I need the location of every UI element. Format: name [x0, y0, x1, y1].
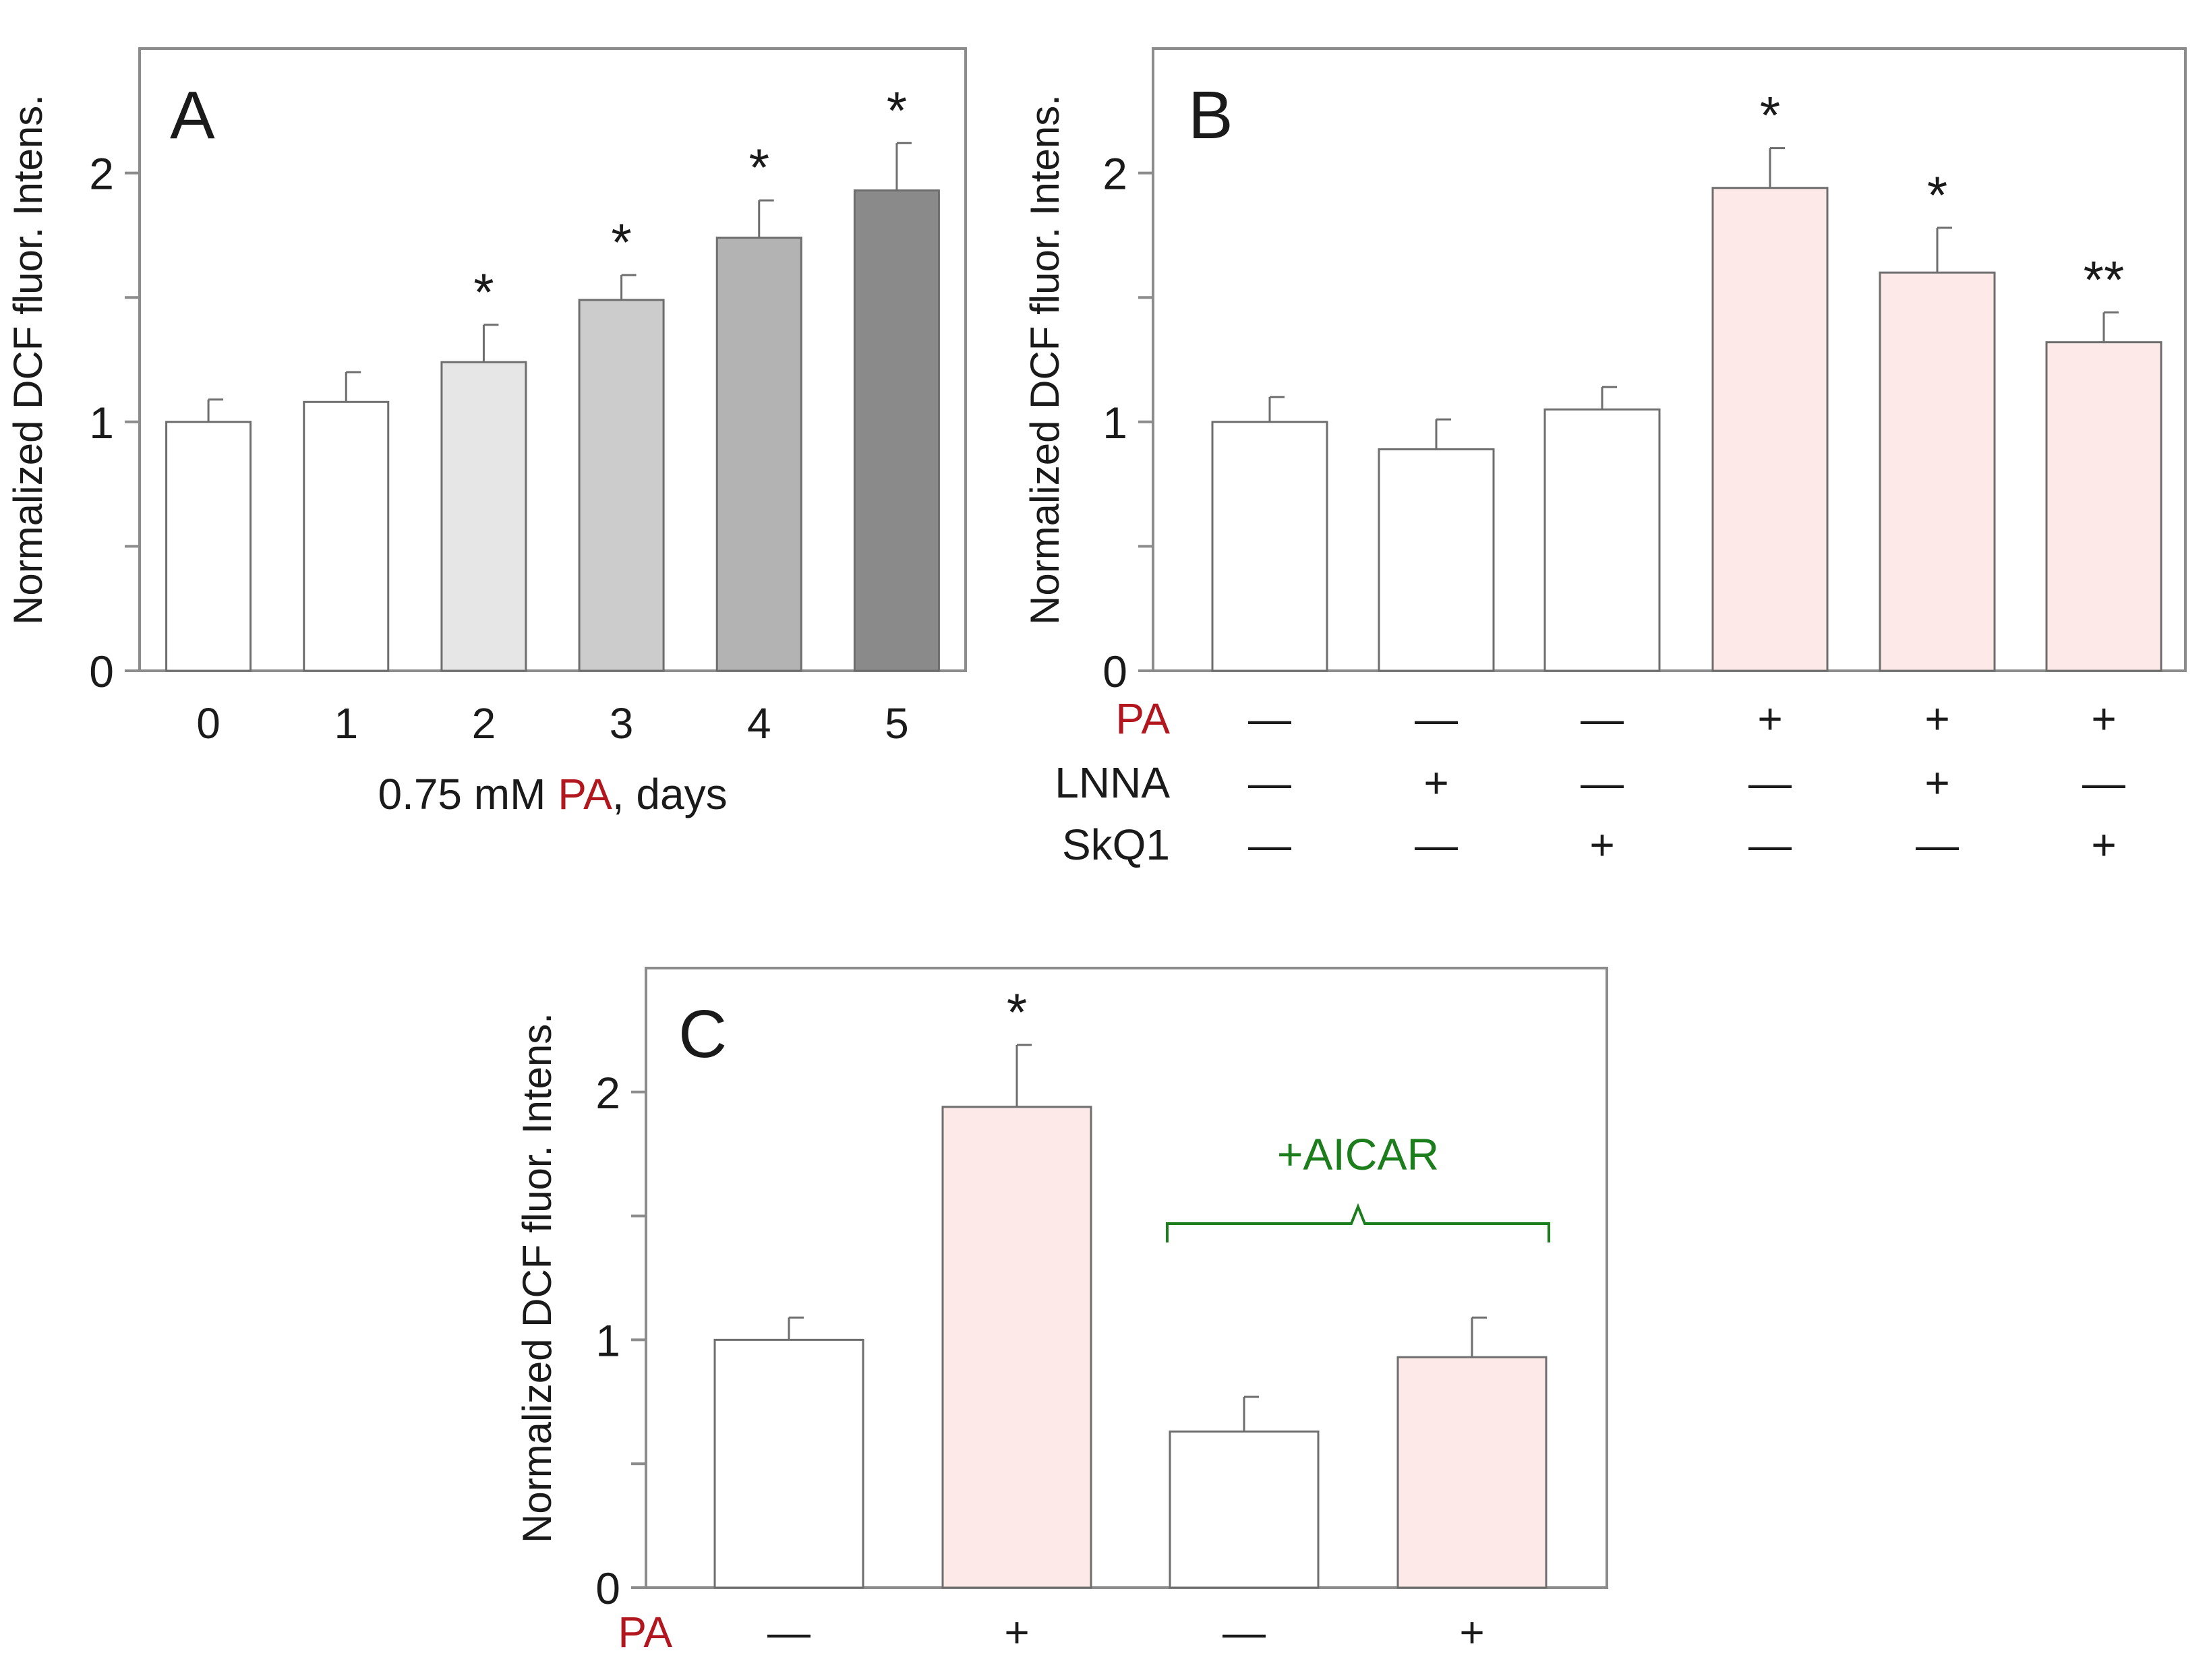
bar-2 [1378, 448, 1495, 672]
chart-panel-c: 0 1 2 Normalized DCF fluor. Intens. C * PA — + — +… [514, 967, 1608, 1656]
y-tick-label: 0 [89, 647, 114, 696]
treatment-sign: + [1924, 758, 1949, 807]
y-tick-label: 1 [595, 1315, 620, 1365]
y-tick-label: 2 [1102, 149, 1127, 199]
treatment-label: PA [618, 1608, 672, 1656]
treatment-sign: — [1248, 694, 1291, 743]
treatment-sign: — [1916, 820, 1959, 869]
x-label-suffix: , days [612, 770, 728, 818]
treatment-sign: + [2091, 694, 2116, 743]
bar-2 [941, 1106, 1092, 1589]
x-label-pa: PA [558, 770, 612, 818]
treatment-sign: — [1248, 758, 1291, 807]
treatment-sign: + [1423, 758, 1448, 807]
panel-letter: C [678, 996, 727, 1072]
treatment-label: PA [1115, 694, 1170, 743]
significance-marker: * [749, 138, 769, 197]
bar-3 [1543, 408, 1661, 672]
bar-3 [1169, 1430, 1320, 1589]
treatment-sign: + [1459, 1608, 1484, 1656]
significance-marker: * [887, 80, 907, 140]
bar-6 [2045, 341, 2162, 672]
y-tick-label: 0 [1102, 647, 1127, 696]
bar-5 [1879, 271, 1996, 672]
bar-4 [578, 299, 665, 672]
bar-3 [440, 361, 527, 672]
x-tick-label: 1 [334, 699, 358, 748]
treatment-sign: — [1248, 820, 1291, 869]
x-tick-label: 0 [196, 699, 220, 748]
bar-1 [165, 421, 252, 672]
y-tick-label: 0 [595, 1563, 620, 1613]
panel-letter: A [170, 78, 215, 153]
y-tick-label: 1 [89, 398, 114, 448]
x-tick-label: 2 [472, 699, 496, 748]
significance-marker: * [473, 262, 494, 322]
significance-marker: * [1007, 982, 1027, 1042]
bar-6 [853, 189, 940, 672]
plot-frame [1152, 47, 2187, 672]
y-tick-label: 2 [89, 149, 114, 199]
significance-marker: * [1927, 165, 1947, 224]
aicar-bracket [1166, 1203, 1550, 1242]
y-axis-label: Normalized DCF fluor. Intens. [5, 94, 51, 625]
bar-5 [715, 237, 802, 672]
treatment-sign: — [1581, 758, 1624, 807]
treatment-sign: — [1415, 694, 1458, 743]
treatment-sign: + [1004, 1608, 1029, 1656]
treatment-sign: — [2082, 758, 2125, 807]
bar-4 [1711, 187, 1829, 672]
y-tick-label: 2 [595, 1068, 620, 1118]
bar-4 [1396, 1356, 1548, 1589]
treatment-sign: + [2091, 820, 2116, 869]
x-axis-label: 0.75 mM PA, days [378, 770, 727, 818]
bar-1 [1211, 421, 1328, 672]
x-tick-label: 3 [610, 699, 634, 748]
plot-frame [645, 967, 1608, 1589]
treatment-label: SkQ1 [1062, 820, 1170, 869]
y-axis-label: Normalized DCF fluor. Intens. [514, 1013, 560, 1543]
significance-marker: ** [2084, 249, 2125, 309]
treatment-sign: — [767, 1608, 811, 1656]
treatment-label: LNNA [1055, 758, 1170, 807]
treatment-sign: + [1589, 820, 1614, 869]
significance-marker: * [611, 212, 631, 272]
x-tick-label: 4 [747, 699, 771, 748]
bar-2 [303, 400, 390, 672]
plot-frame [138, 47, 967, 672]
treatment-sign: — [1415, 820, 1458, 869]
treatment-sign: — [1748, 820, 1792, 869]
treatment-sign: — [1223, 1608, 1266, 1656]
x-label-prefix: 0.75 mM [378, 770, 558, 818]
aicar-label: +AICAR [1277, 1129, 1439, 1179]
treatment-sign: — [1581, 694, 1624, 743]
y-axis-label: Normalized DCF fluor. Intens. [1022, 94, 1067, 625]
chart-panel-a: 0 1 2 Normalized DCF fluor. Intens. A * * * * 0 1 2… [5, 47, 967, 818]
y-tick-label: 1 [1102, 398, 1127, 448]
bar-1 [713, 1338, 864, 1589]
treatment-sign: + [1924, 694, 1949, 743]
treatment-sign: — [1748, 758, 1792, 807]
treatment-sign: + [1757, 694, 1782, 743]
panel-letter: B [1188, 78, 1233, 153]
significance-marker: * [1760, 86, 1780, 145]
x-tick-label: 5 [885, 699, 909, 748]
